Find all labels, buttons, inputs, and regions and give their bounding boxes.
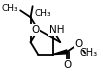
Text: NH: NH (49, 25, 64, 35)
Text: CH₃: CH₃ (2, 4, 18, 13)
Polygon shape (53, 50, 68, 55)
Text: CH₃: CH₃ (80, 48, 98, 58)
Text: O: O (63, 60, 71, 70)
Text: CH₃: CH₃ (34, 9, 51, 18)
Text: O: O (31, 25, 39, 35)
Text: O: O (75, 39, 83, 49)
